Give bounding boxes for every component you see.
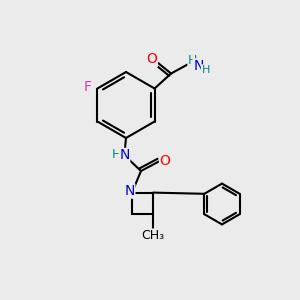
Text: H: H	[188, 54, 197, 68]
Text: CH₃: CH₃	[141, 229, 165, 242]
Text: H: H	[112, 148, 121, 161]
Text: N: N	[193, 59, 204, 73]
Text: H: H	[201, 65, 210, 75]
Text: F: F	[84, 80, 92, 94]
Text: N: N	[124, 184, 135, 198]
Text: N: N	[119, 148, 130, 162]
Text: O: O	[160, 154, 170, 168]
Text: O: O	[146, 52, 157, 66]
